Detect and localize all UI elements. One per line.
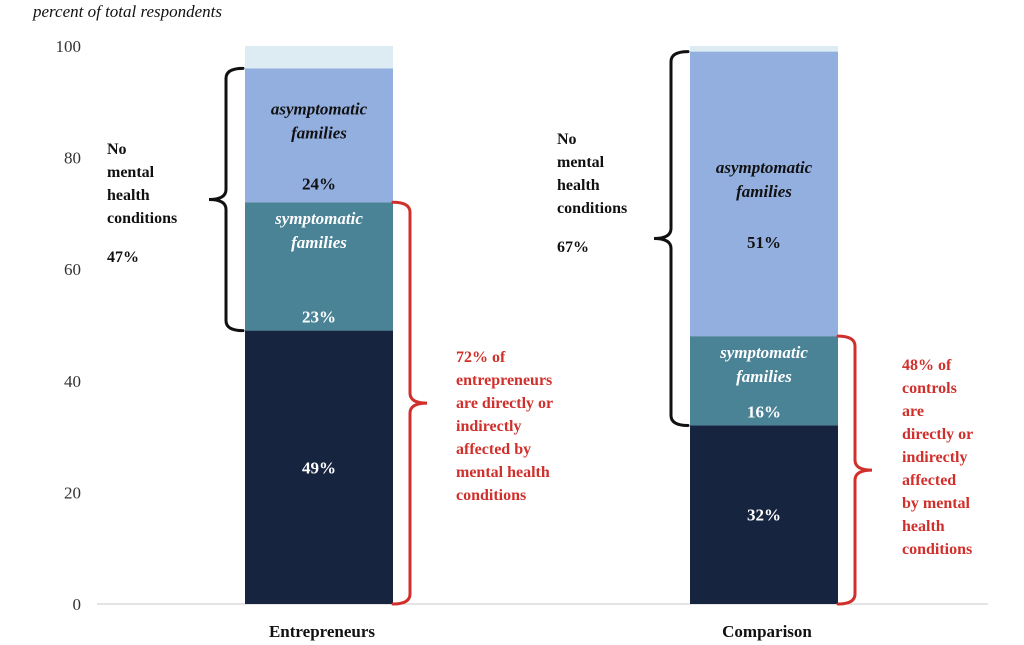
annotation-text: 67% (557, 239, 589, 256)
y-tick-label: 100 (56, 37, 82, 56)
bar-segment (690, 51, 838, 337)
data-label: 49% (302, 458, 336, 477)
annotation-text: mental (107, 164, 155, 181)
brackets: No mental health conditions 47% No mental healt… (107, 50, 973, 606)
y-tick-label: 40 (64, 372, 81, 391)
bracket-affected (391, 200, 428, 606)
annotation-text: health (557, 177, 600, 194)
annotation-text: by mental (902, 495, 971, 512)
segment-name: families (291, 123, 347, 142)
annotation-text: mental (557, 154, 605, 171)
bar-segment (245, 330, 393, 604)
bar-segment (245, 68, 393, 203)
annotation-text: No (557, 131, 577, 148)
segment-name: families (736, 182, 792, 201)
annotation-text: affected (902, 472, 956, 489)
y-tick-label: 20 (64, 483, 81, 502)
bar-segment (245, 46, 393, 69)
annotation-text: No (107, 141, 127, 158)
annotation-text: 48% of (902, 357, 952, 374)
segment-name: asymptomatic (271, 99, 368, 118)
bar-segment (690, 425, 838, 604)
bar-segment (245, 202, 393, 331)
data-label: 24% (302, 174, 336, 193)
segment-name: symptomatic (719, 343, 808, 362)
bracket-affected (836, 334, 873, 606)
bracket-no-condition (653, 50, 690, 427)
segment-name: asymptomatic (716, 158, 813, 177)
segment-name: symptomatic (274, 209, 363, 228)
annotation-text: mental health (456, 464, 550, 481)
annotation-text: directly or (902, 426, 973, 443)
y-tick-label: 60 (64, 260, 81, 279)
annotation-text: conditions (456, 487, 526, 504)
y-tick-label: 80 (64, 149, 81, 168)
data-label: 32% (747, 506, 781, 525)
annotation-text: controls (902, 380, 957, 397)
annotation-text: conditions (902, 541, 972, 558)
data-label: 51% (747, 233, 781, 252)
annotation-text: are directly or (456, 395, 553, 412)
segment-name: families (736, 367, 792, 386)
annotation-text: health (107, 187, 150, 204)
bracket-no-condition (208, 66, 245, 333)
annotation-text: affected by (456, 441, 531, 458)
annotation-text: 47% (107, 249, 139, 266)
annotation-text: health (902, 518, 945, 535)
x-category-label: Comparison (722, 622, 812, 641)
annotation-text: indirectly (456, 418, 521, 435)
bars: 49% symptomatic families 23% asymptomatic fam… (245, 46, 838, 604)
annotation-text: are (902, 403, 924, 420)
data-label: 16% (747, 402, 781, 421)
data-label: 23% (302, 308, 336, 327)
y-tick-label: 0 (73, 595, 82, 614)
segment-name: families (291, 233, 347, 252)
axes: 0 20 40 60 80 100 Entrepreneurs Comparison (56, 37, 988, 641)
bar-segment (690, 46, 838, 52)
bar-segment (690, 336, 838, 426)
y-axis-label: percent of total respondents (32, 2, 222, 21)
annotation-text: conditions (107, 210, 177, 227)
annotation-text: 72% of (456, 349, 506, 366)
annotation-text: indirectly (902, 449, 967, 466)
x-category-label: Entrepreneurs (269, 622, 375, 641)
annotation-text: conditions (557, 200, 627, 217)
annotation-text: entrepreneurs (456, 372, 552, 389)
